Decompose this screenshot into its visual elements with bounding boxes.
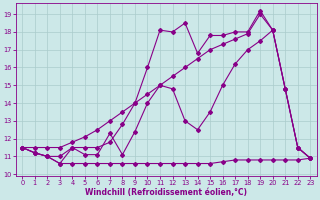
X-axis label: Windchill (Refroidissement éolien,°C): Windchill (Refroidissement éolien,°C) [85,188,247,197]
